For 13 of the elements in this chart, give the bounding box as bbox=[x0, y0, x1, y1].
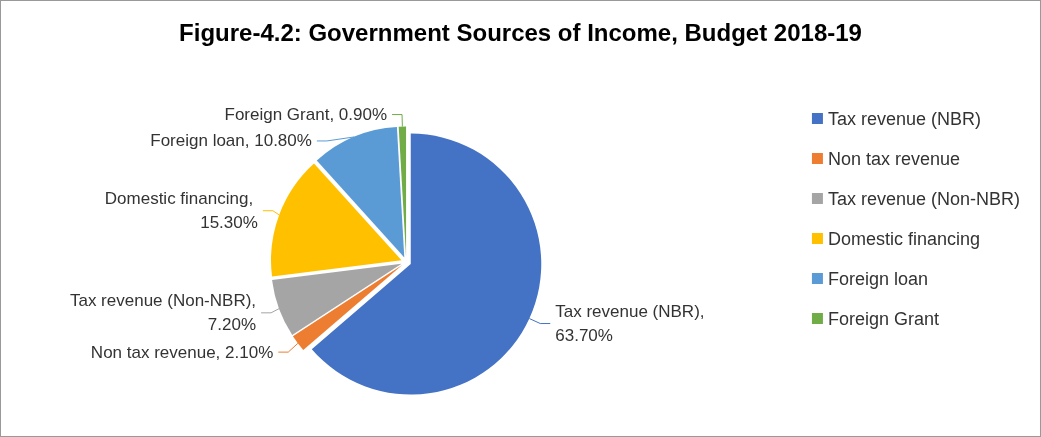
data-label: Foreign Grant, 0.90% bbox=[224, 105, 388, 125]
data-label: Domestic financing, 15.30% bbox=[104, 189, 258, 233]
legend-label: Foreign Grant bbox=[827, 308, 939, 329]
legend-label: Tax revenue (Non-NBR) bbox=[827, 188, 1021, 209]
data-label: Foreign loan, 10.80% bbox=[150, 131, 312, 151]
legend-label: Non tax revenue bbox=[827, 148, 961, 169]
legend-label: Domestic financing bbox=[827, 228, 981, 249]
chart-title: Figure-4.2: Government Sources of Income, Budget 2018-19 bbox=[179, 18, 862, 46]
legend-label: Tax revenue (NBR) bbox=[827, 108, 981, 129]
legend-label: Foreign loan bbox=[827, 268, 929, 289]
data-label: Tax revenue (NBR), 63.70% bbox=[555, 302, 710, 346]
data-label: Tax revenue (Non-NBR), 7.20% bbox=[69, 291, 257, 335]
data-label: Non tax revenue, 2.10% bbox=[90, 342, 274, 362]
